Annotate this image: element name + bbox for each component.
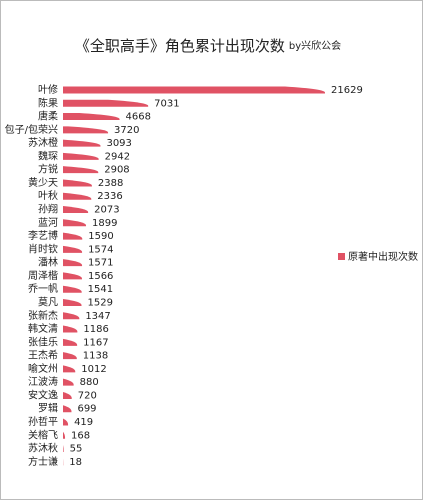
bar <box>63 126 109 134</box>
value-label: 2073 <box>94 205 119 216</box>
chart-title: 《全职高手》角色累计出现次数 <box>75 37 285 55</box>
value-label: 4668 <box>126 112 151 123</box>
value-label: 7031 <box>154 98 179 109</box>
bar <box>63 325 78 333</box>
value-label: 720 <box>78 390 97 401</box>
category-label: 方锐 <box>38 163 58 176</box>
category-label: 叶修 <box>38 83 58 96</box>
bar <box>63 298 82 306</box>
category-label: 王杰希 <box>28 349 58 362</box>
value-label: 2942 <box>105 151 130 162</box>
category-label: 喻文州 <box>28 362 58 375</box>
bar <box>63 232 83 240</box>
category-label: 安文逸 <box>28 388 58 401</box>
value-label: 419 <box>74 417 93 428</box>
category-label: 苏沐橙 <box>28 136 58 149</box>
chart-subtitle: by兴欣公会 <box>289 39 341 52</box>
category-label: 江波涛 <box>28 375 58 388</box>
category-label: 张佳乐 <box>28 335 58 348</box>
category-label: 陈果 <box>38 96 58 109</box>
bar <box>63 352 77 360</box>
bar <box>63 99 149 107</box>
category-label: 肖时钦 <box>28 242 58 255</box>
category-label: 张新杰 <box>28 309 58 322</box>
bar <box>63 192 92 200</box>
bar <box>63 312 80 320</box>
value-label: 3720 <box>114 125 139 136</box>
chart-title-group: 《全职高手》角色累计出现次数 by兴欣公会 <box>75 37 341 55</box>
value-label: 1138 <box>83 351 108 362</box>
value-label: 1571 <box>88 258 113 269</box>
legend-swatch <box>338 253 345 260</box>
value-label: 1566 <box>88 271 113 282</box>
bar <box>63 285 82 293</box>
value-label: 880 <box>80 377 99 388</box>
category-label: 唐柔 <box>38 110 58 123</box>
category-label: 罗辑 <box>38 402 58 415</box>
category-label: 孙哲平 <box>28 415 58 428</box>
bar <box>63 338 78 346</box>
value-label: 1347 <box>85 311 110 322</box>
category-label: 韩文清 <box>28 322 58 335</box>
bar <box>63 139 101 147</box>
value-label: 2388 <box>98 178 123 189</box>
bar <box>63 152 99 160</box>
bar <box>63 206 89 214</box>
bar <box>63 113 120 121</box>
bar <box>63 86 325 94</box>
bar <box>63 431 66 439</box>
bar <box>63 219 87 227</box>
legend-label: 原著中出现次数 <box>348 250 418 263</box>
category-label: 蓝河 <box>38 217 58 229</box>
category-label: 包子/包荣兴 <box>5 123 58 136</box>
value-label: 2336 <box>97 191 122 202</box>
category-label: 黄少天 <box>28 176 58 189</box>
category-label: 潘林 <box>38 256 58 269</box>
value-label: 21629 <box>331 85 363 96</box>
category-label: 魏琛 <box>38 149 58 162</box>
value-label: 168 <box>71 430 90 441</box>
category-label: 李艺博 <box>28 229 58 242</box>
bar <box>63 405 72 413</box>
bar <box>63 445 64 453</box>
category-label: 莫凡 <box>38 296 58 308</box>
bar <box>63 179 92 187</box>
category-label: 叶秋 <box>38 189 58 202</box>
value-label: 1899 <box>92 218 117 229</box>
category-label: 方士谦 <box>28 455 58 468</box>
value-label: 55 <box>70 444 83 455</box>
value-label: 1541 <box>88 284 113 295</box>
value-label: 1590 <box>88 231 113 242</box>
bar <box>63 391 72 399</box>
bar <box>63 418 69 426</box>
category-label: 周泽楷 <box>28 269 58 282</box>
bar <box>63 378 74 386</box>
value-label: 1574 <box>88 244 113 255</box>
bar <box>63 245 83 253</box>
value-label: 3093 <box>106 138 131 149</box>
bar <box>63 365 76 373</box>
bar <box>63 166 99 174</box>
bar <box>63 272 82 280</box>
value-label: 1529 <box>88 297 113 308</box>
bar <box>63 259 83 267</box>
value-label: 2908 <box>104 165 129 176</box>
category-label: 乔一帆 <box>28 282 58 295</box>
value-label: 18 <box>69 457 82 468</box>
value-label: 1186 <box>83 324 108 335</box>
category-label: 关榕飞 <box>28 428 58 441</box>
value-label: 1012 <box>81 364 106 375</box>
category-label: 孙翔 <box>38 203 58 216</box>
category-label: 苏沐秋 <box>28 442 58 455</box>
value-label: 699 <box>77 404 96 415</box>
value-label: 1167 <box>83 337 108 348</box>
